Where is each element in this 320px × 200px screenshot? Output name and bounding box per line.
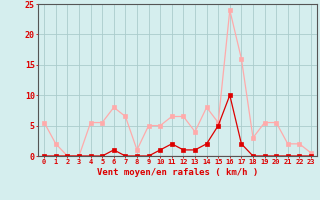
- X-axis label: Vent moyen/en rafales ( km/h ): Vent moyen/en rafales ( km/h ): [97, 168, 258, 177]
